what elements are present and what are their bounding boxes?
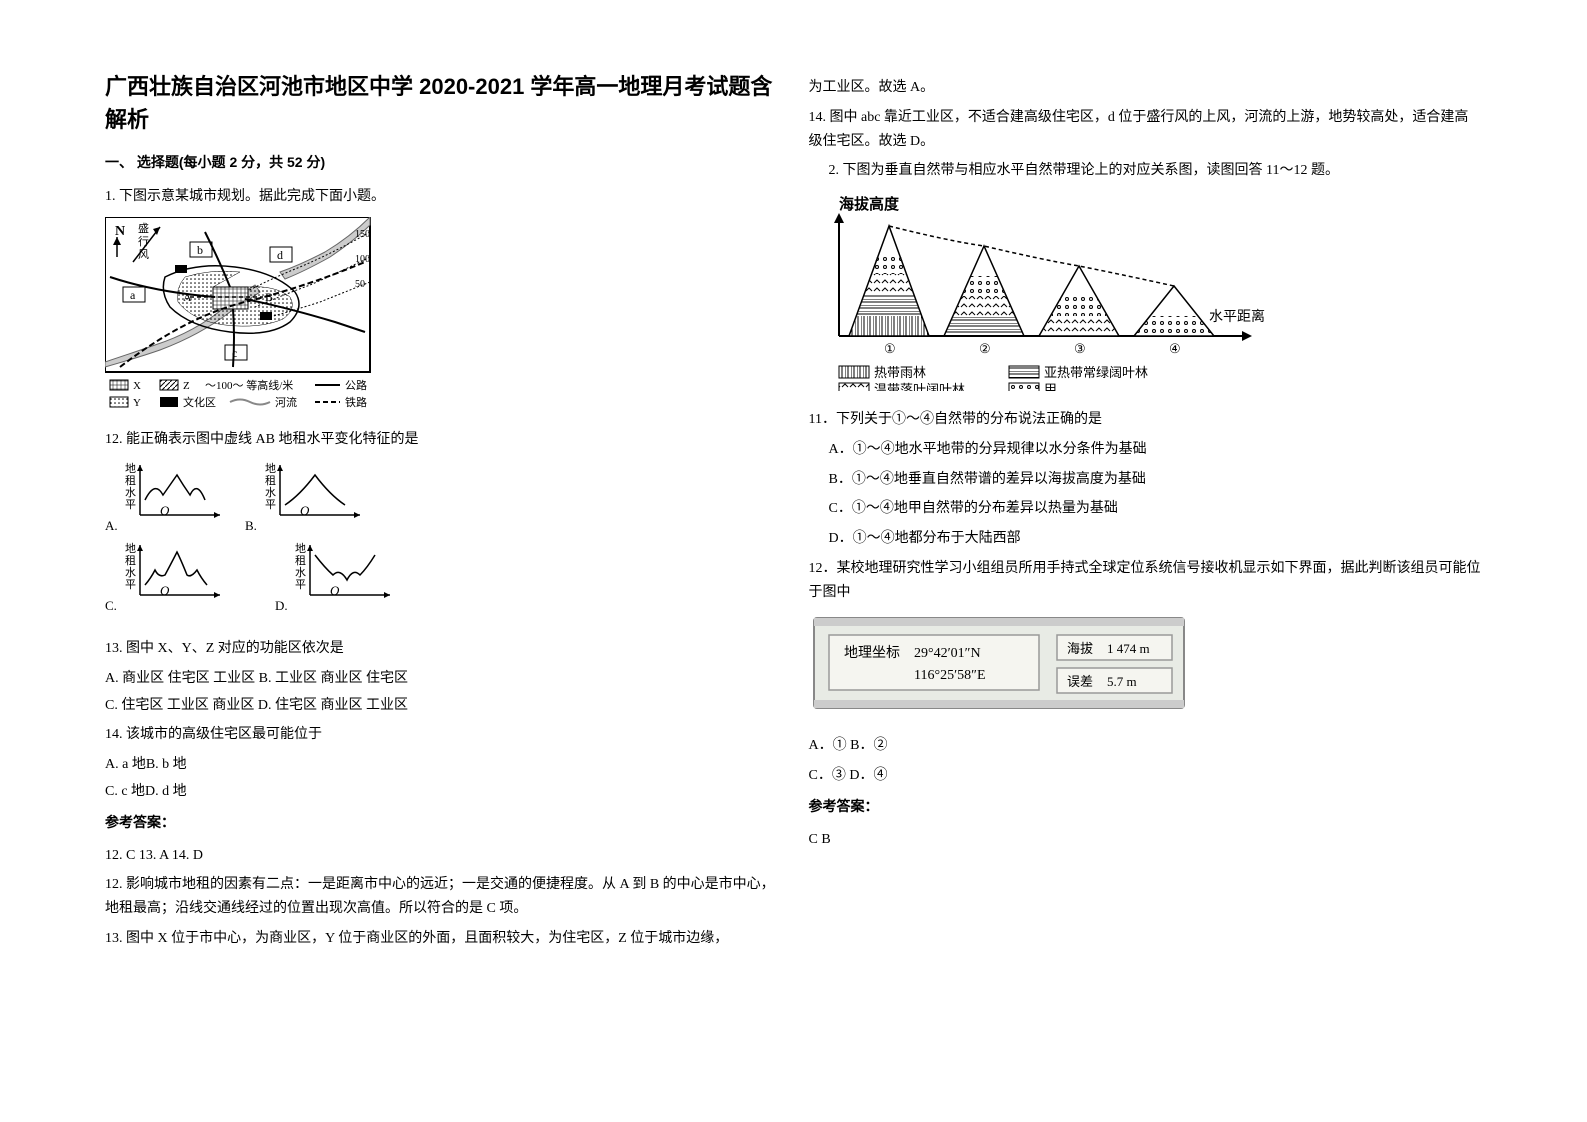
svg-text:Z: Z bbox=[183, 380, 190, 392]
svg-text:O: O bbox=[160, 583, 170, 598]
q1-intro: 1. 下图示意某城市规划。据此完成下面小题。 bbox=[105, 185, 779, 209]
svg-text:平: 平 bbox=[265, 499, 276, 511]
svg-text:平: 平 bbox=[295, 579, 306, 591]
svg-text:X: X bbox=[133, 380, 141, 392]
svg-text:河流: 河流 bbox=[275, 395, 297, 409]
svg-text:地: 地 bbox=[125, 462, 136, 475]
q11-opt-d: D．①～④地都分布于大陆西部 bbox=[829, 527, 1483, 551]
svg-text:地理坐标: 地理坐标 bbox=[844, 645, 900, 661]
svg-text:29°42′01″N: 29°42′01″N bbox=[914, 646, 981, 661]
svg-text:O: O bbox=[160, 503, 170, 518]
svg-text:B.: B. bbox=[245, 518, 257, 533]
vertical-zonation-figure: 海拔高度 水平距离 bbox=[809, 191, 1483, 400]
svg-text:甲: 甲 bbox=[1044, 382, 1057, 391]
svg-text:平: 平 bbox=[125, 579, 136, 591]
svg-text:温带落叶阔叶林: 温带落叶阔叶林 bbox=[874, 382, 965, 391]
q13-options-cd: C. 住宅区 工业区 商业区 D. 住宅区 商业区 工业区 bbox=[105, 694, 779, 718]
svg-text:租: 租 bbox=[295, 554, 306, 567]
svg-text:水平距离: 水平距离 bbox=[1209, 308, 1265, 325]
svg-text:～100～ 等高线/米: ～100～ 等高线/米 bbox=[205, 378, 293, 392]
svg-text:a: a bbox=[130, 288, 136, 302]
svg-text:Y: Y bbox=[133, 397, 141, 409]
svg-text:热带雨林: 热带雨林 bbox=[874, 365, 926, 380]
svg-text:①: ① bbox=[884, 341, 896, 356]
explanation-12: 12. 影响城市地租的因素有二点：一是距离市中心的远近；一是交通的便捷程度。从 … bbox=[105, 873, 779, 921]
svg-text:N: N bbox=[115, 224, 125, 239]
explanation-13: 13. 图中 X 位于市中心，为商业区，Y 位于商业区的外面，且面积较大，为住宅… bbox=[105, 927, 779, 951]
svg-text:④: ④ bbox=[1169, 341, 1181, 356]
svg-text:地: 地 bbox=[295, 542, 306, 555]
svg-text:公路: 公路 bbox=[345, 379, 367, 392]
answer-heading-1: 参考答案： bbox=[105, 812, 779, 836]
q11-opt-a: A．①～④地水平地带的分异规律以水分条件为基础 bbox=[829, 438, 1483, 462]
q14-text: 14. 该城市的高级住宅区最可能位于 bbox=[105, 723, 779, 747]
svg-text:水: 水 bbox=[265, 486, 276, 499]
svg-text:平: 平 bbox=[125, 499, 136, 511]
q12r-opt-ab: A．① B．② bbox=[809, 734, 1483, 758]
answer-heading-2: 参考答案： bbox=[809, 796, 1483, 820]
answer-12-13-14: 12. C 13. A 14. D bbox=[105, 844, 779, 868]
answer-cb: C B bbox=[809, 828, 1483, 852]
svg-text:水: 水 bbox=[295, 566, 306, 579]
svg-text:租: 租 bbox=[265, 474, 276, 487]
svg-text:水: 水 bbox=[125, 486, 136, 499]
svg-text:海拔高度: 海拔高度 bbox=[839, 195, 900, 213]
q12r-text: 12．某校地理研究性学习小组组员所用手持式全球定位系统信号接收机显示如下界面，据… bbox=[809, 557, 1483, 605]
q14-options-cd: C. c 地D. d 地 bbox=[105, 780, 779, 804]
svg-text:地: 地 bbox=[265, 462, 276, 475]
svg-text:③: ③ bbox=[1074, 341, 1086, 356]
explanation-13-cont: 为工业区。故选 A。 bbox=[809, 76, 1483, 100]
svg-text:C.: C. bbox=[105, 598, 117, 613]
svg-text:50: 50 bbox=[355, 279, 365, 290]
svg-text:海拔: 海拔 bbox=[1067, 641, 1093, 656]
q12-text: 12. 能正确表示图中虚线 AB 地租水平变化特征的是 bbox=[105, 428, 779, 452]
q2-intro: 2. 下图为垂直自然带与相应水平自然带理论上的对应关系图，读图回答 11～12 … bbox=[829, 159, 1483, 183]
city-map-figure: N 盛 行 风 150 100 50 bbox=[105, 217, 779, 421]
explanation-14: 14. 图中 abc 靠近工业区，不适合建高级住宅区，d 位于盛行风的上风，河流… bbox=[809, 106, 1483, 154]
svg-text:水: 水 bbox=[125, 566, 136, 579]
svg-text:b: b bbox=[197, 243, 203, 257]
svg-text:5.7 m: 5.7 m bbox=[1107, 674, 1137, 689]
svg-text:②: ② bbox=[979, 341, 991, 356]
q11-text: 11．下列关于①～④自然带的分布说法正确的是 bbox=[809, 408, 1483, 432]
svg-text:A: A bbox=[183, 290, 192, 304]
svg-text:116°25′58″E: 116°25′58″E bbox=[914, 668, 986, 683]
svg-text:行: 行 bbox=[138, 235, 149, 248]
q14-options-ab: A. a 地B. b 地 bbox=[105, 753, 779, 777]
svg-text:盛: 盛 bbox=[138, 221, 149, 235]
svg-text:A.: A. bbox=[105, 518, 118, 533]
exam-title: 广西壮族自治区河池市地区中学 2020-2021 学年高一地理月考试题含解析 bbox=[105, 70, 779, 136]
section-1-heading: 一、 选择题(每小题 2 分，共 52 分) bbox=[105, 151, 779, 175]
svg-text:D.: D. bbox=[275, 598, 288, 613]
q13-options-ab: A. 商业区 住宅区 工业区 B. 工业区 商业区 住宅区 bbox=[105, 667, 779, 691]
svg-text:O: O bbox=[300, 503, 310, 518]
svg-text:150: 150 bbox=[355, 229, 370, 240]
svg-text:租: 租 bbox=[125, 474, 136, 487]
svg-text:1 474 m: 1 474 m bbox=[1107, 641, 1150, 656]
q12r-opt-cd: C．③ D．④ bbox=[809, 764, 1483, 788]
q13-text: 13. 图中 X、Y、Z 对应的功能区依次是 bbox=[105, 637, 779, 661]
svg-text:O: O bbox=[330, 583, 340, 598]
gps-display-figure: 地理坐标 29°42′01″N 116°25′58″E 海拔 1 474 m 误… bbox=[809, 613, 1483, 727]
svg-text:亚热带常绿阔叶林: 亚热带常绿阔叶林 bbox=[1044, 365, 1148, 380]
svg-text:铁路: 铁路 bbox=[345, 396, 367, 409]
svg-text:租: 租 bbox=[125, 554, 136, 567]
svg-text:地: 地 bbox=[125, 542, 136, 555]
svg-text:误差: 误差 bbox=[1067, 674, 1093, 689]
svg-text:文化区: 文化区 bbox=[183, 395, 216, 409]
q11-opt-b: B．①～④地垂直自然带谱的差异以海拔高度为基础 bbox=[829, 468, 1483, 492]
rent-curves: 地 租 水 平 O A. 地 租 水 平 bbox=[105, 460, 779, 629]
q11-opt-c: C．①～④地甲自然带的分布差异以热量为基础 bbox=[829, 497, 1483, 521]
svg-text:d: d bbox=[277, 248, 283, 262]
